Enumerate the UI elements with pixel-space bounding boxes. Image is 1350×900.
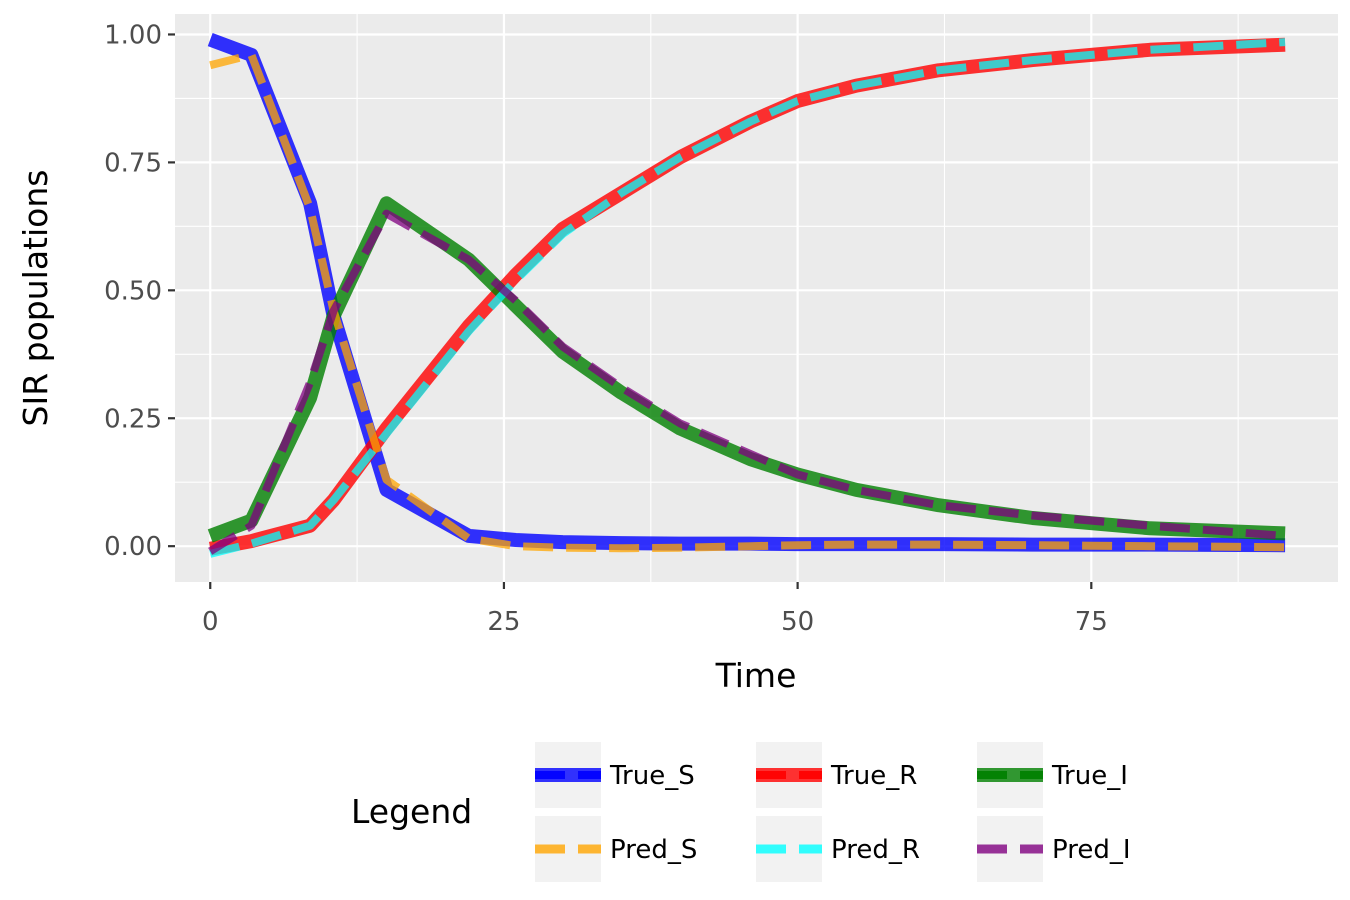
- legend: Legend True_S True_R True_I Pred_S Pred_R Pre…: [351, 742, 1131, 882]
- series-layer: [207, 33, 1286, 558]
- x-tick-label: 25: [487, 607, 520, 637]
- y-tick-label: 0.50: [104, 276, 162, 306]
- x-axis-title: Time: [715, 656, 797, 695]
- legend-label: True_S: [609, 761, 695, 791]
- x-axis: 0 25 50 75: [202, 582, 1108, 637]
- y-tick-label: 0.00: [104, 532, 162, 562]
- legend-label: Pred_R: [831, 835, 920, 865]
- legend-title: Legend: [351, 792, 472, 831]
- x-tick-label: 50: [781, 607, 814, 637]
- y-axis-title: SIR populations: [16, 170, 55, 427]
- y-tick-label: 0.25: [104, 404, 162, 434]
- legend-label: Pred_I: [1052, 835, 1131, 865]
- x-tick-label: 0: [202, 607, 219, 637]
- series-line-pred-s: [209, 50, 1286, 553]
- grid-minor: [175, 14, 1338, 582]
- legend-label: True_I: [1051, 761, 1128, 791]
- y-tick-label: 0.75: [104, 148, 162, 178]
- plot-panel: [175, 14, 1338, 582]
- legend-label: Pred_S: [610, 835, 697, 865]
- series-line-pred-i: [208, 209, 1286, 555]
- y-tick-label: 1.00: [104, 20, 162, 50]
- legend-items: True_S True_R True_I Pred_S Pred_R Pred_I: [535, 742, 1131, 882]
- x-tick-label: 75: [1075, 607, 1108, 637]
- legend-label: True_R: [830, 761, 917, 791]
- y-axis: 0.00 0.25 0.50 0.75 1.00: [104, 20, 175, 562]
- series-line-pred-r: [209, 38, 1286, 558]
